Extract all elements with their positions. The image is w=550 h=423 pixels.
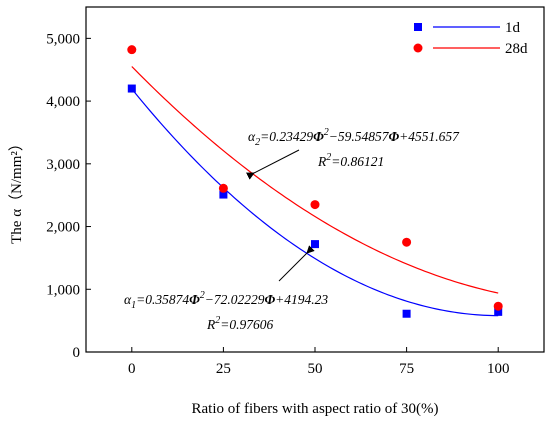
- point-1d: [127, 84, 136, 93]
- y-axis-ticks: 0 1,000 2,000 3,000 4,000 5,000: [46, 31, 91, 361]
- r-squared-28d: R2=0.86121: [317, 152, 384, 169]
- x-tick-label: 75: [399, 361, 414, 377]
- fit-curves: [131, 66, 499, 317]
- point-1d: [402, 309, 411, 318]
- data-points: [127, 45, 503, 318]
- r-squared-1d: R2=0.97606: [206, 315, 273, 332]
- legend: 1d 28d: [413, 20, 528, 57]
- x-tick-label: 100: [487, 361, 510, 377]
- point-28d: [218, 183, 228, 193]
- point-1d: [219, 190, 228, 199]
- point-28d: [493, 301, 503, 311]
- equation-28d: α2=0.23429Φ2−59.54857Φ+4551.657: [248, 127, 460, 148]
- legend-label-1d: 1d: [505, 20, 521, 36]
- y-tick-label: 5,000: [46, 31, 80, 47]
- y-tick-label: 2,000: [46, 220, 80, 236]
- y-tick-label: 3,000: [46, 157, 80, 173]
- x-axis-ticks: 0 25 50 75 100: [128, 347, 509, 377]
- x-tick-label: 0: [128, 361, 136, 377]
- y-axis-title: The α（N/mm²）: [8, 136, 25, 244]
- y-tick-label: 1,000: [46, 282, 80, 298]
- arrow-1d: [278, 245, 315, 282]
- y-tick-label: 0: [73, 345, 81, 361]
- point-28d: [402, 237, 412, 247]
- fit-curve-28d: [131, 66, 499, 294]
- x-tick-label: 50: [308, 361, 323, 377]
- x-axis-title: Ratio of fibers with aspect ratio of 30(…: [191, 401, 438, 417]
- point-1d: [494, 307, 503, 316]
- point-28d: [127, 45, 137, 55]
- fit-curve-1d: [131, 88, 499, 317]
- x-tick-label: 25: [216, 361, 231, 377]
- point-1d: [311, 240, 319, 249]
- equation-1d: α1=0.35874Φ2−72.02229Φ+4194.23: [124, 290, 328, 311]
- legend-label-28d: 28d: [505, 41, 528, 57]
- legend-marker-28d: [413, 43, 423, 53]
- point-28d: [310, 200, 320, 210]
- y-tick-label: 4,000: [46, 94, 80, 110]
- legend-marker-1d: [414, 23, 422, 31]
- arrow-28d: [245, 149, 300, 180]
